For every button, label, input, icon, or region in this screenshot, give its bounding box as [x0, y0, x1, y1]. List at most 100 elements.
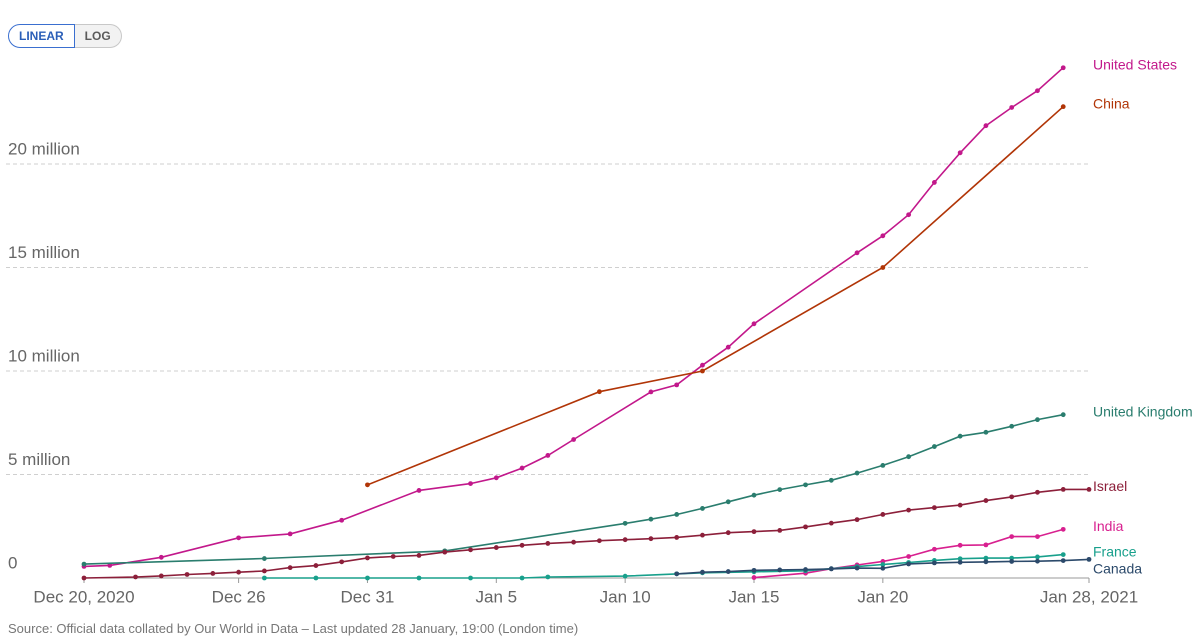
data-point — [983, 429, 989, 435]
data-point — [1035, 489, 1040, 495]
series — [81, 412, 1066, 567]
data-point — [1060, 558, 1066, 564]
data-point — [107, 562, 113, 568]
data-point — [1086, 487, 1092, 492]
data-point — [906, 454, 912, 460]
data-point — [983, 559, 989, 565]
data-point — [1060, 65, 1066, 71]
x-tick-label: Jan 28, 2021 — [1040, 587, 1138, 606]
data-point — [1035, 534, 1040, 539]
series — [81, 65, 1066, 569]
series-label: Israel — [1093, 478, 1127, 494]
y-tick-label: 10 million — [8, 346, 80, 365]
data-point — [828, 520, 834, 526]
scale-toggle: LINEAR LOG — [8, 24, 122, 48]
series — [674, 556, 1092, 577]
data-point — [468, 481, 473, 487]
data-point — [777, 567, 783, 573]
x-tick-label: Dec 20, 2020 — [33, 587, 134, 606]
data-point — [571, 539, 577, 545]
data-point — [906, 561, 912, 567]
data-point — [1060, 412, 1066, 418]
data-point — [854, 565, 860, 571]
series — [81, 487, 1092, 581]
data-point — [133, 574, 138, 580]
data-point — [416, 575, 422, 581]
data-point — [81, 575, 87, 581]
linear-button[interactable]: LINEAR — [8, 24, 75, 48]
data-point — [158, 554, 164, 560]
data-point — [931, 180, 937, 185]
data-point — [1035, 554, 1040, 560]
data-point — [313, 563, 319, 568]
data-point — [648, 536, 654, 542]
data-point — [931, 546, 937, 552]
data-point — [828, 477, 834, 483]
data-point — [596, 389, 602, 395]
data-point — [468, 575, 473, 581]
data-point — [777, 527, 783, 533]
y-tick-label: 20 million — [8, 139, 80, 158]
data-point — [365, 482, 370, 488]
data-point — [545, 574, 551, 580]
series-line — [83, 67, 1064, 568]
data-point — [1060, 104, 1066, 110]
data-point — [1009, 423, 1015, 429]
data-point — [648, 516, 654, 522]
data-point — [365, 555, 370, 561]
data-point — [1060, 552, 1066, 558]
data-point — [622, 520, 628, 526]
data-point — [854, 517, 860, 523]
data-point — [983, 555, 989, 561]
data-point — [674, 382, 680, 388]
data-point — [957, 433, 963, 439]
data-point — [1009, 534, 1015, 539]
data-point — [519, 465, 525, 471]
x-tick-label: Jan 20 — [857, 587, 908, 606]
data-point — [519, 542, 525, 548]
y-tick-label: 5 million — [8, 450, 70, 469]
data-point — [236, 569, 242, 575]
data-point — [803, 524, 808, 530]
data-point — [1060, 487, 1066, 492]
data-point — [416, 553, 422, 558]
data-point — [1009, 555, 1015, 561]
series-label: China — [1093, 95, 1130, 111]
data-point — [313, 575, 319, 581]
data-point — [287, 531, 293, 537]
data-point — [1060, 526, 1066, 532]
data-point — [1009, 494, 1015, 500]
data-point — [880, 565, 886, 571]
data-point — [880, 562, 886, 567]
data-point — [1035, 417, 1040, 423]
data-point — [674, 571, 680, 577]
data-point — [493, 475, 499, 481]
data-point — [880, 512, 886, 517]
data-point — [545, 453, 551, 458]
series-label: India — [1093, 518, 1124, 534]
series — [751, 526, 1066, 580]
data-point — [236, 535, 242, 541]
log-button[interactable]: LOG — [74, 24, 122, 48]
data-point — [210, 571, 216, 576]
data-point — [957, 559, 963, 565]
data-point — [906, 554, 912, 559]
series-label: United Kingdom — [1093, 403, 1193, 419]
data-point — [983, 542, 989, 548]
data-point — [880, 265, 886, 270]
data-point — [700, 569, 705, 575]
source-note: Source: Official data collated by Our Wo… — [8, 621, 579, 636]
data-point — [751, 529, 757, 535]
data-point — [957, 502, 963, 508]
series-label: Canada — [1093, 560, 1142, 576]
series-line — [83, 488, 1089, 579]
series-line — [367, 106, 1064, 486]
data-point — [777, 487, 783, 493]
data-point — [158, 573, 164, 579]
data-point — [571, 437, 577, 442]
x-tick-label: Dec 26 — [212, 587, 266, 606]
data-point — [906, 212, 912, 218]
data-point — [1035, 88, 1040, 94]
x-tick-label: Dec 31 — [341, 587, 395, 606]
